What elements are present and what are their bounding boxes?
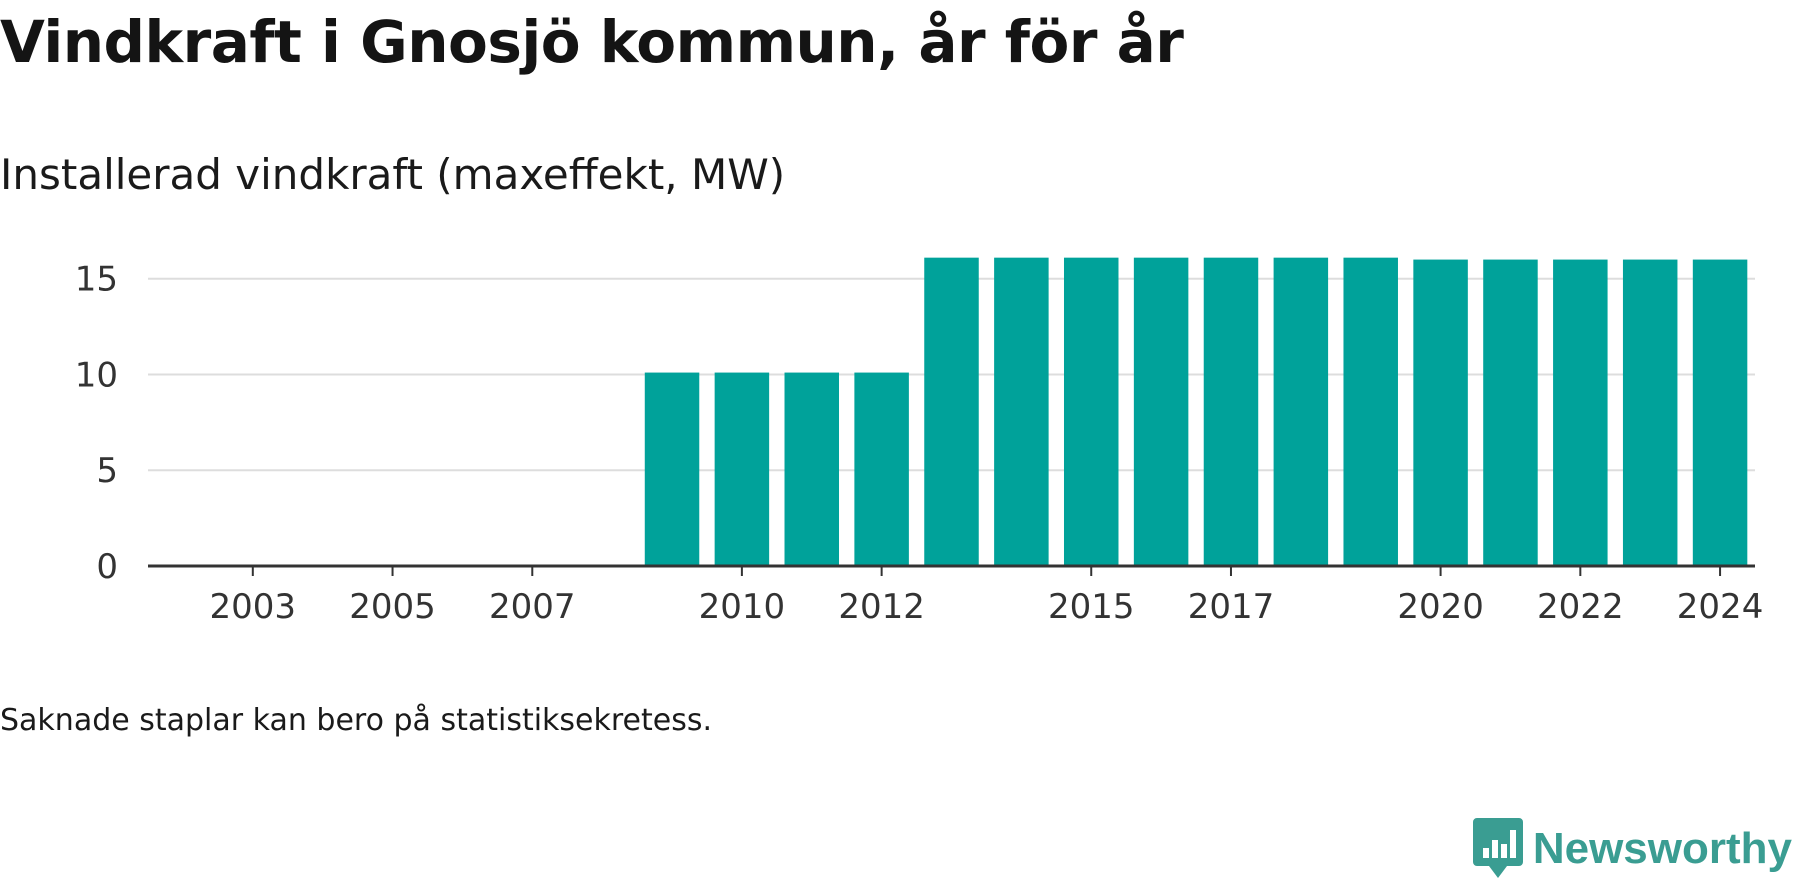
x-tick-label: 2022 [1537, 587, 1624, 627]
x-tick-label: 2024 [1677, 587, 1764, 627]
x-tick-label: 2020 [1397, 587, 1484, 627]
bar-chart: 0 5 10 15 2003 2005 2007 2010 2012 2015 2017 2020 20… [75, 257, 1764, 627]
newsworthy-logo-icon [1472, 818, 1523, 878]
axes: 0 5 10 15 2003 2005 2007 2010 2012 2015 2017 2020 20… [75, 260, 1764, 627]
y-tick-label: 10 [75, 355, 118, 395]
brand-logo: Newsworthy [1472, 818, 1792, 880]
bar-2011 [784, 372, 840, 566]
bar-2022 [1553, 259, 1608, 566]
bar-2024 [1692, 259, 1748, 566]
bar-2010 [714, 372, 770, 566]
bar-2018 [1273, 257, 1329, 566]
brand-name: Newsworthy [1532, 824, 1792, 873]
x-tick-label: 2012 [838, 587, 925, 627]
x-tick-label: 2003 [210, 587, 297, 627]
bar-2013 [924, 257, 979, 566]
bars [644, 257, 1748, 566]
chart-subtitle: Installerad vindkraft (maxeffekt, MW) [0, 150, 786, 199]
bar-2020 [1413, 259, 1468, 566]
bar-2019 [1343, 257, 1398, 566]
footnote: Saknade staplar kan bero på statistiksek… [0, 703, 713, 738]
x-tick-label: 2010 [699, 587, 786, 627]
y-tick-label: 5 [96, 451, 118, 491]
x-tick-label: 2007 [489, 587, 576, 627]
bar-2012 [854, 372, 909, 566]
bar-2021 [1483, 259, 1538, 566]
y-tick-label: 15 [75, 260, 118, 300]
bar-2009 [644, 372, 700, 566]
bar-2015 [1063, 257, 1119, 566]
x-tick-label: 2017 [1188, 587, 1275, 627]
bar-2023 [1622, 259, 1678, 566]
y-tick-label: 0 [96, 547, 118, 587]
bar-2016 [1133, 257, 1189, 566]
x-tick-label: 2005 [349, 587, 436, 627]
chart-title: Vindkraft i Gnosjö kommun, år för år [0, 8, 1184, 76]
bar-2017 [1203, 257, 1259, 566]
bar-2014 [994, 257, 1049, 566]
x-tick-label: 2015 [1048, 587, 1135, 627]
